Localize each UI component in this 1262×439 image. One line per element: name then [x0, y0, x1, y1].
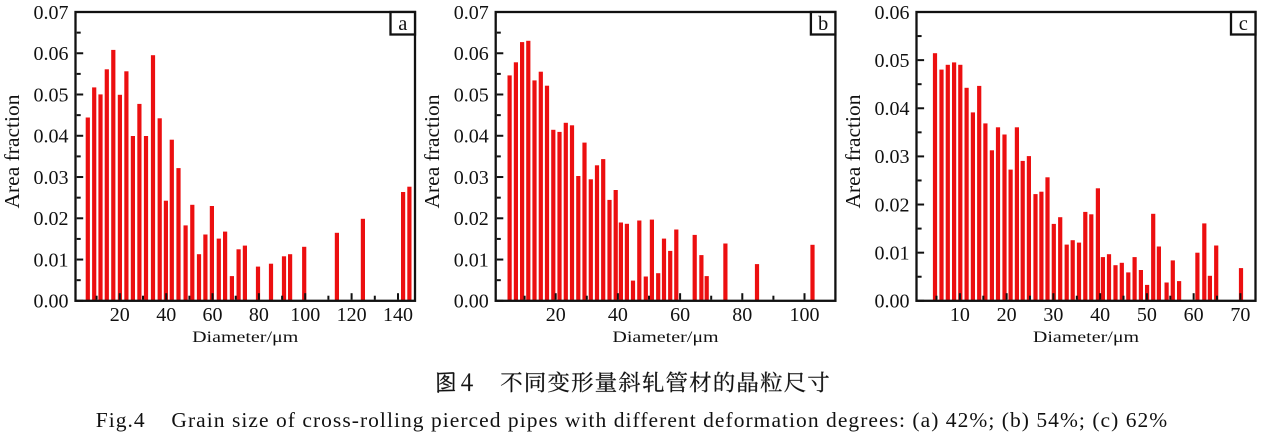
svg-text:40: 40 — [156, 304, 176, 326]
svg-text:100: 100 — [790, 304, 820, 326]
svg-text:0.04: 0.04 — [34, 126, 69, 148]
svg-text:140: 140 — [383, 304, 413, 326]
svg-text:a: a — [398, 13, 407, 35]
svg-text:0.05: 0.05 — [875, 50, 910, 72]
svg-text:20: 20 — [997, 304, 1017, 326]
svg-text:120: 120 — [337, 304, 367, 326]
svg-text:0.01: 0.01 — [454, 249, 489, 271]
svg-text:0.04: 0.04 — [454, 126, 489, 148]
svg-text:0.02: 0.02 — [34, 208, 69, 230]
svg-text:c: c — [1239, 13, 1248, 35]
svg-text:0.00: 0.00 — [454, 291, 489, 313]
svg-text:30: 30 — [1043, 304, 1063, 326]
svg-text:0.02: 0.02 — [875, 194, 910, 216]
svg-text:Diameter/μm: Diameter/μm — [612, 328, 718, 346]
svg-text:b: b — [818, 13, 828, 35]
svg-text:70: 70 — [1230, 304, 1250, 326]
svg-text:0.03: 0.03 — [454, 167, 489, 189]
svg-text:0.03: 0.03 — [875, 146, 910, 168]
svg-text:60: 60 — [1184, 304, 1204, 326]
svg-text:40: 40 — [608, 304, 628, 326]
svg-text:0.00: 0.00 — [34, 291, 69, 313]
svg-text:0.06: 0.06 — [34, 43, 69, 65]
svg-text:Area fraction: Area fraction — [420, 94, 444, 208]
svg-text:0.01: 0.01 — [34, 249, 69, 271]
svg-text:Fig.4 Grain size of cross-r: Fig.4 Grain size of cross-rolling pierce… — [96, 408, 1169, 432]
svg-text:Diameter/μm: Diameter/μm — [1033, 328, 1139, 346]
svg-text:0.04: 0.04 — [875, 98, 910, 120]
svg-text:100: 100 — [290, 304, 320, 326]
svg-text:20: 20 — [110, 304, 130, 326]
svg-text:0.01: 0.01 — [875, 242, 910, 264]
svg-text:40: 40 — [1090, 304, 1110, 326]
svg-text:0.05: 0.05 — [454, 84, 489, 106]
svg-text:0.05: 0.05 — [34, 84, 69, 106]
svg-text:0.06: 0.06 — [875, 2, 910, 24]
svg-text:0.02: 0.02 — [454, 208, 489, 230]
svg-text:50: 50 — [1137, 304, 1157, 326]
svg-text:0.00: 0.00 — [875, 291, 910, 313]
svg-text:80: 80 — [732, 304, 752, 326]
svg-text:10: 10 — [950, 304, 970, 326]
svg-text:0.07: 0.07 — [34, 2, 69, 24]
svg-text:60: 60 — [670, 304, 690, 326]
svg-text:20: 20 — [546, 304, 566, 326]
svg-text:Diameter/μm: Diameter/μm — [192, 328, 298, 346]
svg-text:0.03: 0.03 — [34, 167, 69, 189]
svg-text:Area fraction: Area fraction — [841, 94, 865, 208]
svg-text:Area fraction: Area fraction — [0, 94, 24, 208]
svg-text:0.07: 0.07 — [454, 2, 489, 24]
svg-text:80: 80 — [249, 304, 269, 326]
svg-text:60: 60 — [203, 304, 223, 326]
svg-text:0.06: 0.06 — [454, 43, 489, 65]
